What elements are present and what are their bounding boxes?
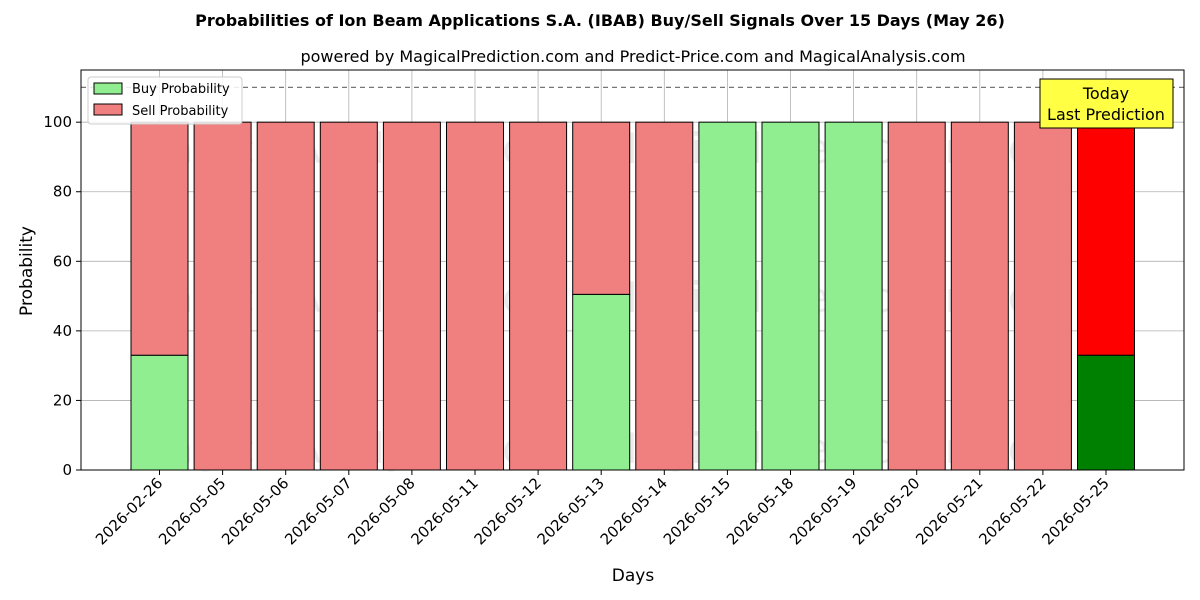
y-tick-label: 60 [53,252,72,270]
sell-bar [193,121,252,471]
sell-bar [887,121,946,471]
buy-bar [572,293,631,471]
x-tick-label: 2026-02-26 [92,474,166,548]
legend-label-buy: Buy Probability [132,82,230,97]
sell-bar [130,121,189,356]
x-tick-label: 2026-05-06 [218,474,292,548]
legend-swatch-sell [93,103,123,116]
buy-bar [130,354,189,471]
x-tick-label: 2026-05-22 [975,474,1049,548]
today-annotation-line2: Last Prediction [1047,105,1165,124]
sell-bar [509,121,568,471]
sell-bar [446,121,504,471]
sell-bar [1013,121,1072,471]
buy-bar [761,121,820,471]
sell-bar [1077,121,1135,356]
sell-bar [572,121,631,295]
x-tick-label: 2026-05-11 [407,474,481,548]
x-tick-label: 2026-05-05 [155,474,229,548]
sell-bar [319,121,378,471]
legend-box [87,76,243,125]
y-tick-label: 100 [43,113,72,131]
legend-label-sell: Sell Probability [132,104,229,119]
y-tick-label: 0 [62,461,72,479]
legend-swatch-buy [93,82,123,95]
y-tick-label: 40 [53,322,72,340]
x-tick-label: 2026-05-12 [471,474,545,548]
buy-bar [698,121,757,471]
y-axis-label: Probability [17,226,37,316]
buy-bar [1077,354,1135,471]
sell-bar [950,121,1009,471]
buy-bar [824,121,883,471]
x-tick-label: 2026-05-21 [912,474,986,548]
plot-frame [80,69,1185,471]
y-tick-label: 20 [53,391,72,409]
today-annotation-line1: Today [1082,84,1129,103]
x-tick-label: 2026-05-25 [1038,474,1112,548]
y-tick-label: 80 [53,183,72,201]
plot-area: MagicalAnalysis.comMagicalPrediction.com… [43,69,1185,548]
sell-bar [382,121,441,471]
chart-subtitle: powered by MagicalPrediction.com and Pre… [300,47,965,66]
sell-bar [635,121,694,471]
x-tick-label: 2026-05-18 [723,474,797,548]
x-tick-label: 2026-05-08 [344,474,418,548]
chart-title: Probabilities of Ion Beam Applications S… [195,11,1005,30]
x-tick-label: 2026-05-14 [597,474,671,548]
x-tick-label: 2026-05-07 [281,474,355,548]
x-tick-label: 2026-05-15 [660,474,734,548]
today-annotation-box [1039,78,1174,129]
x-axis-label: Days [612,566,655,586]
x-tick-label: 2026-05-13 [534,474,608,548]
x-tick-label: 2026-05-20 [849,474,923,548]
x-tick-label: 2026-05-19 [786,474,860,548]
sell-bar [256,121,315,471]
